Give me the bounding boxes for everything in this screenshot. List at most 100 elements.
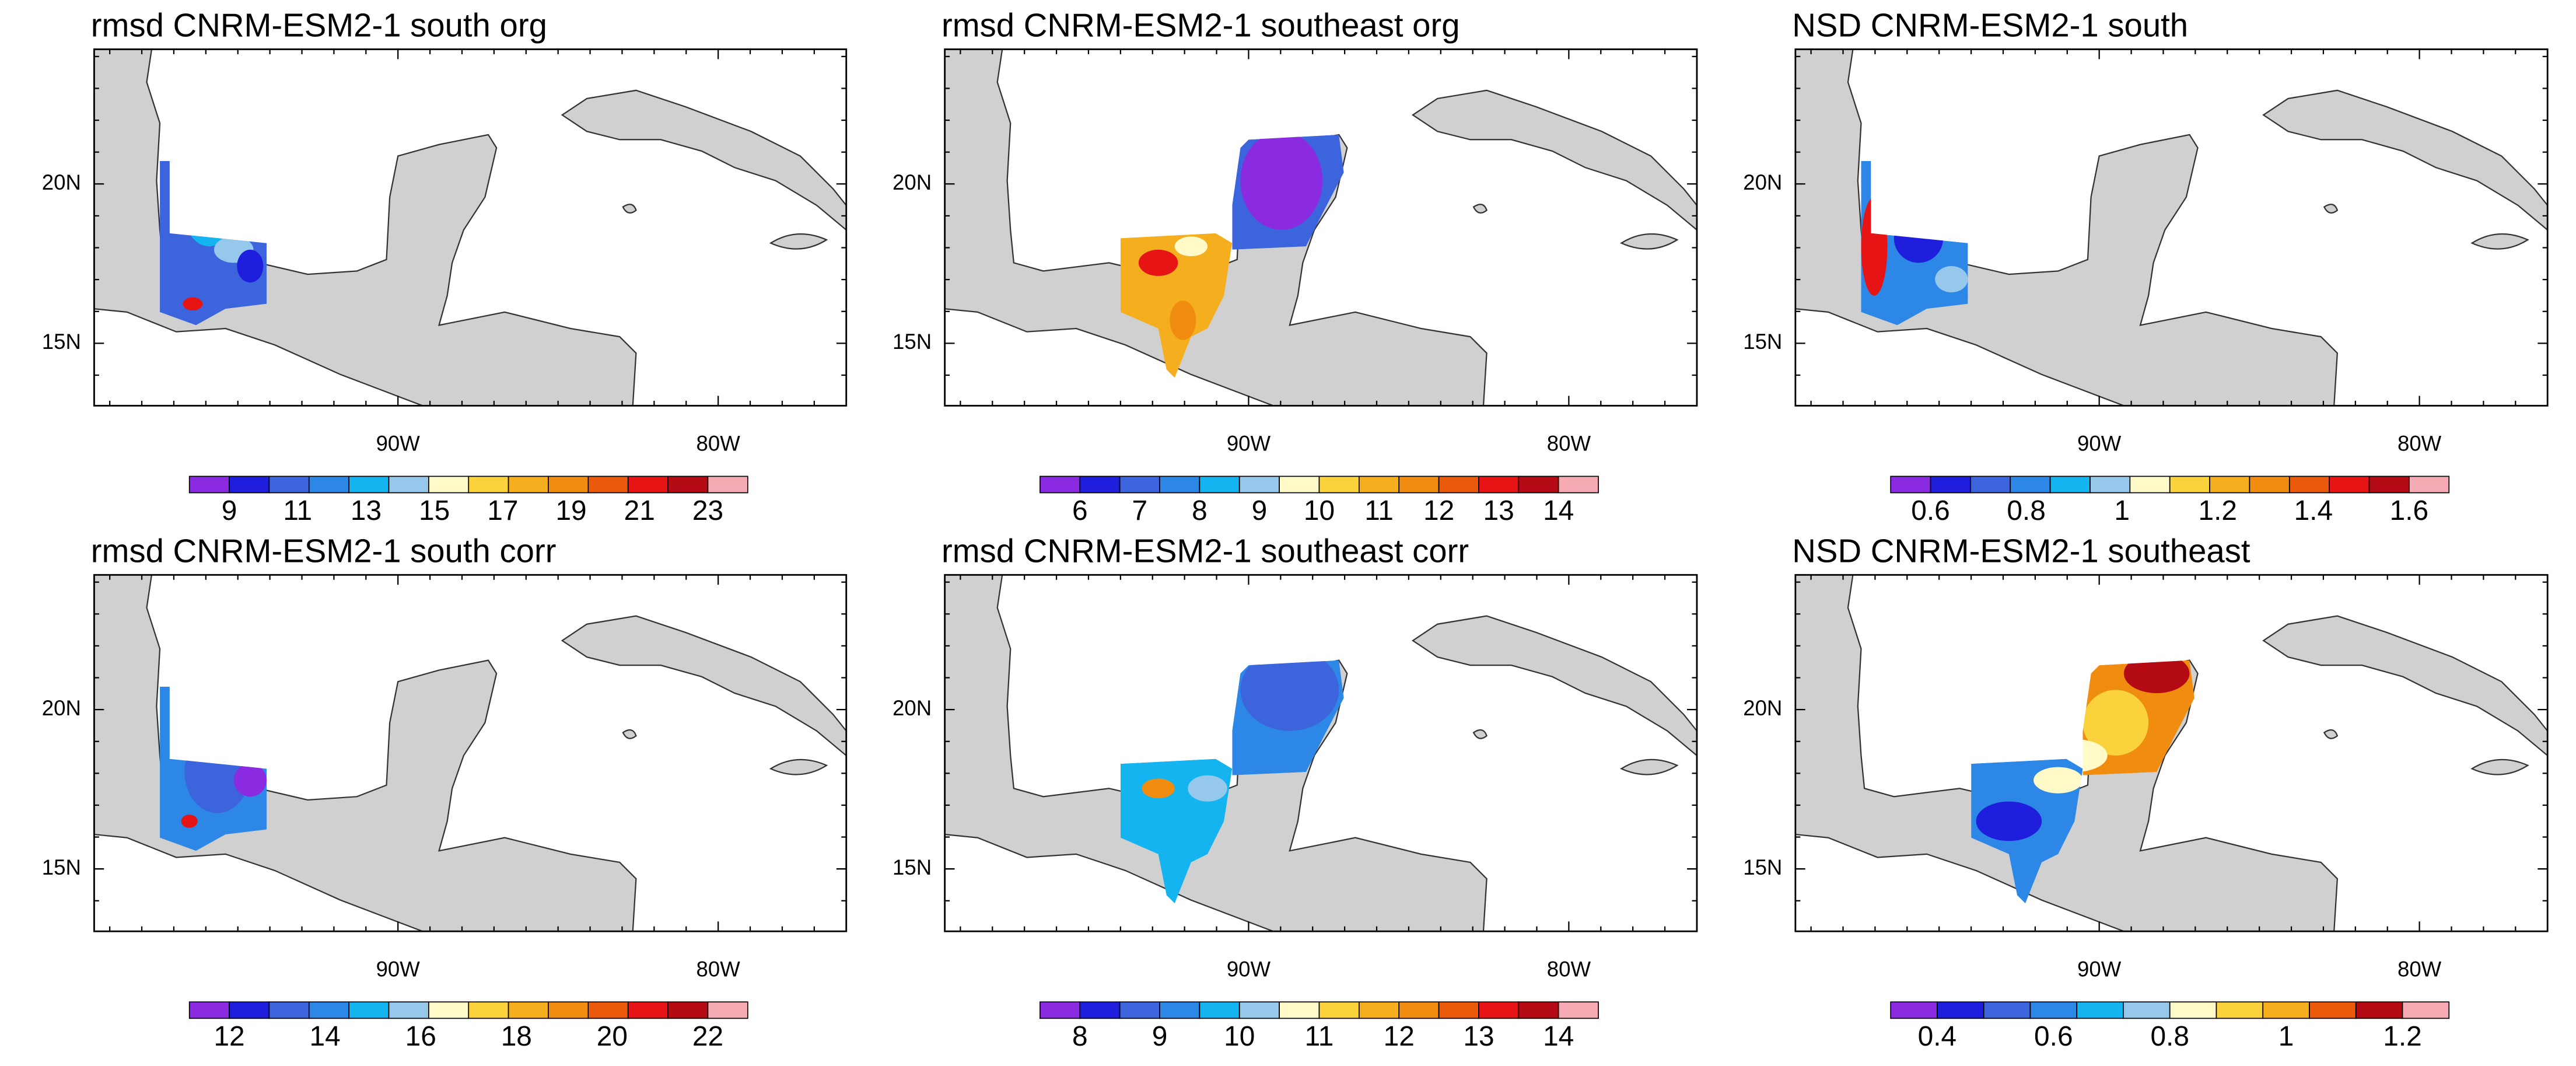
patch-blob bbox=[1188, 775, 1227, 802]
colorbar-label: 1.2 bbox=[2198, 495, 2237, 526]
colorbar-label: 1.6 bbox=[2390, 495, 2429, 526]
lat-label: 20N bbox=[1743, 170, 1782, 194]
colorbar-box bbox=[428, 1001, 470, 1019]
colorbar: 12 14 16 18 20 22 bbox=[188, 1001, 748, 1052]
colorbar-box bbox=[1983, 1001, 2031, 1019]
map-area bbox=[94, 575, 846, 932]
map-panel: rmsd CNRM-ESM2-1 south corr 20N 15N 90W 80W 1… bbox=[42, 533, 848, 1052]
colorbar-box bbox=[1359, 1001, 1400, 1019]
colorbar-label: 12 bbox=[1423, 495, 1454, 526]
colorbar-box bbox=[1438, 1001, 1479, 1019]
colorbar-box bbox=[388, 476, 429, 494]
colorbar-box bbox=[388, 1001, 429, 1019]
colorbar-box bbox=[2249, 476, 2290, 494]
colorbar-box bbox=[1199, 476, 1240, 494]
colorbar-box bbox=[1318, 476, 1360, 494]
colorbar-box bbox=[548, 476, 589, 494]
colorbar-box bbox=[1159, 476, 1200, 494]
colorbar-label: 10 bbox=[1304, 495, 1335, 526]
colorbar-box bbox=[188, 1001, 230, 1019]
colorbar-label: 14 bbox=[1543, 495, 1574, 526]
colorbar-box bbox=[268, 476, 310, 494]
colorbar-box bbox=[468, 476, 509, 494]
panel-title: rmsd CNRM-ESM2-1 southeast corr bbox=[942, 533, 1469, 569]
map-area bbox=[944, 49, 1697, 406]
colorbar-box bbox=[1318, 1001, 1360, 1019]
map-panel: NSD CNRM-ESM2-1 south 20N 15N 90W 80W 0.6 0.8 1… bbox=[1743, 7, 2549, 526]
colorbar-label: 11 bbox=[1305, 1021, 1334, 1052]
lon-label: 80W bbox=[696, 432, 741, 456]
lat-label: 20N bbox=[892, 170, 932, 194]
colorbar-box bbox=[508, 1001, 549, 1019]
patch-blob bbox=[2082, 739, 2108, 773]
data-patch bbox=[1232, 134, 1344, 250]
data-patch bbox=[1232, 660, 1344, 775]
colorbar-box bbox=[1478, 1001, 1520, 1019]
colorbar-label: 0.8 bbox=[2150, 1021, 2189, 1052]
lon-label: 80W bbox=[2398, 957, 2442, 981]
lon-label: 90W bbox=[1227, 957, 1271, 981]
colorbar-box bbox=[2216, 1001, 2264, 1019]
colorbar-box bbox=[1040, 476, 1081, 494]
data-patch bbox=[2082, 660, 2194, 775]
colorbar: 0.6 0.8 1 1.2 1.4 1.6 bbox=[1890, 476, 2450, 526]
map-frame bbox=[1794, 48, 2549, 407]
lat-label: 15N bbox=[42, 330, 81, 354]
map-panel: rmsd CNRM-ESM2-1 south org 20N 15N 90W 80W 9 1… bbox=[42, 7, 848, 526]
colorbar-box bbox=[1518, 1001, 1559, 1019]
colorbar-box bbox=[1079, 476, 1121, 494]
colorbar-label: 11 bbox=[1364, 495, 1394, 526]
colorbar-label: 14 bbox=[1543, 1021, 1574, 1052]
colorbar-box bbox=[1930, 476, 1971, 494]
lat-label: 20N bbox=[42, 696, 81, 720]
lon-label: 90W bbox=[1227, 432, 1271, 456]
colorbar-box bbox=[268, 1001, 310, 1019]
map-area bbox=[1795, 575, 2548, 932]
panel-title: NSD CNRM-ESM2-1 southeast bbox=[1792, 533, 2250, 569]
colorbar-label: 13 bbox=[1483, 495, 1514, 526]
colorbar-label: 0.6 bbox=[2034, 1021, 2073, 1052]
colorbar-box bbox=[2209, 476, 2250, 494]
colorbar-label: 11 bbox=[283, 495, 312, 526]
colorbar-box bbox=[1398, 1001, 1440, 1019]
colorbar-box bbox=[2049, 476, 2091, 494]
colorbar-box bbox=[667, 476, 709, 494]
colorbar-box bbox=[2329, 476, 2370, 494]
colorbar-box bbox=[1558, 476, 1599, 494]
data-patch bbox=[1120, 233, 1233, 378]
colorbar-box bbox=[2309, 1001, 2357, 1019]
colorbar-label: 0.4 bbox=[1918, 1021, 1957, 1052]
colorbar-label: 7 bbox=[1132, 495, 1148, 526]
colorbar-label: 9 bbox=[1252, 495, 1268, 526]
colorbar-label: 8 bbox=[1192, 495, 1208, 526]
patch-blob bbox=[1170, 300, 1196, 340]
colorbar-label: 8 bbox=[1072, 1021, 1088, 1052]
map-panel: rmsd CNRM-ESM2-1 southeast org 20N 15N 90W 8… bbox=[892, 7, 1698, 526]
map-area bbox=[944, 575, 1697, 932]
patch-blob bbox=[181, 815, 198, 828]
colorbar-label: 17 bbox=[487, 495, 518, 526]
map-frame bbox=[1794, 574, 2549, 932]
colorbar-box bbox=[627, 476, 668, 494]
colorbar-box bbox=[1438, 476, 1479, 494]
data-patch bbox=[1971, 759, 2083, 904]
colorbar-box bbox=[428, 476, 470, 494]
colorbar-box bbox=[1558, 1001, 1599, 1019]
colorbar-box bbox=[1079, 1001, 1121, 1019]
colorbar-box bbox=[229, 476, 270, 494]
colorbar-box bbox=[1518, 476, 1559, 494]
patch-blob bbox=[2034, 767, 2083, 794]
colorbar-label: 1 bbox=[2114, 495, 2130, 526]
colorbar-box bbox=[308, 1001, 350, 1019]
colorbar-label: 18 bbox=[501, 1021, 532, 1052]
lat-label: 20N bbox=[42, 170, 81, 194]
colorbar: 8 9 10 11 12 13 14 bbox=[1040, 1001, 1599, 1052]
lat-label: 20N bbox=[1743, 696, 1782, 720]
data-patch bbox=[1120, 759, 1233, 904]
map-panel: rmsd CNRM-ESM2-1 southeast corr 20N 15N 90W… bbox=[892, 533, 1698, 1052]
colorbar-box bbox=[2076, 1001, 2124, 1019]
lat-label: 15N bbox=[892, 330, 932, 354]
colorbar-box bbox=[2355, 1001, 2403, 1019]
